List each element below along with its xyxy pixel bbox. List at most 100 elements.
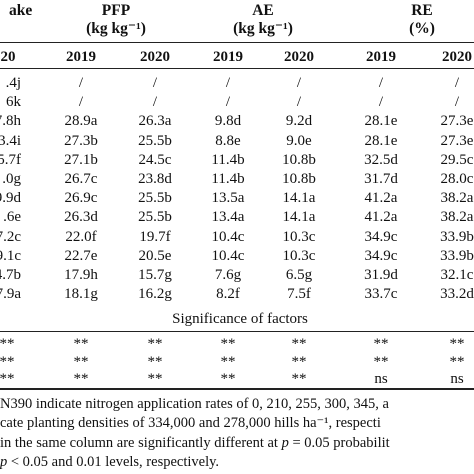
cell-pfp2020: 16.2g bbox=[138, 286, 172, 303]
cell-re2020: 28.0c bbox=[440, 171, 474, 187]
cell-re2020: 33.9b bbox=[440, 247, 474, 264]
cell-pfp2019: / bbox=[78, 75, 84, 91]
cell-pfp2020: / bbox=[152, 94, 158, 111]
cell-uptake: 3.4i bbox=[0, 132, 21, 149]
cell-ae2019: 10.4c bbox=[211, 228, 245, 245]
sig-cell-re2019: ** bbox=[373, 336, 389, 352]
cell-uptake: .6e bbox=[3, 209, 21, 226]
col0-header-label: ake bbox=[9, 2, 33, 19]
year-re-2020: 2020 bbox=[442, 49, 472, 65]
re-header-label: RE bbox=[411, 2, 433, 19]
sig-cell-re2020: ns bbox=[450, 371, 464, 387]
cell-pfp2019: 17.9h bbox=[64, 267, 98, 283]
cell-ae2019: 11.4b bbox=[211, 151, 245, 168]
cell-ae2019: 9.8d bbox=[214, 113, 242, 130]
cell-re2019: 34.9c bbox=[364, 228, 398, 245]
cell-ae2020: 6.5g bbox=[285, 267, 313, 283]
cell-re2019: / bbox=[378, 94, 384, 111]
cell-pfp2020: 19.7f bbox=[139, 228, 171, 245]
cell-uptake: .4j bbox=[5, 75, 21, 91]
cell-re2019: 33.7c bbox=[364, 286, 398, 303]
sig-cell-c0: ** bbox=[0, 371, 15, 387]
cell-ae2019: 8.2f bbox=[216, 286, 240, 303]
cell-pfp2019: 22.7e bbox=[64, 247, 98, 264]
cell-re2020: 27.3e bbox=[440, 132, 474, 149]
cell-uptake: 7.8h bbox=[0, 113, 21, 130]
sig-cell-ae2019: ** bbox=[220, 336, 236, 352]
sig-cell-re2020: ** bbox=[449, 336, 465, 352]
subheader-divider bbox=[0, 68, 474, 69]
cell-pfp2019: 22.0f bbox=[65, 228, 97, 245]
sig-cell-re2019: ns bbox=[374, 371, 388, 387]
cell-pfp2020: 25.5b bbox=[138, 209, 172, 226]
cell-pfp2020: 25.5b bbox=[138, 132, 172, 149]
significance-divider bbox=[0, 331, 474, 332]
cell-ae2019: 11.4b bbox=[211, 171, 245, 187]
cell-ae2019: 13.4a bbox=[211, 209, 245, 226]
cell-pfp2019: 18.1g bbox=[64, 286, 98, 303]
sig-cell-ae2020: ** bbox=[291, 371, 307, 387]
footnote-2: cate planting densities of 334,000 and 2… bbox=[0, 415, 381, 431]
cell-ae2020: / bbox=[296, 94, 302, 111]
cell-ae2019: 10.4c bbox=[211, 247, 245, 264]
cell-re2019: 41.2a bbox=[364, 190, 398, 207]
ae-header-label: AE bbox=[252, 2, 274, 19]
significance-title: Significance of factors bbox=[172, 311, 308, 327]
cell-ae2019: / bbox=[225, 75, 231, 91]
cell-uptake: 7.2c bbox=[0, 228, 21, 245]
sig-cell-pfp2020: ** bbox=[147, 353, 163, 370]
footnote-4: p < 0.05 and 0.01 levels, respectively. bbox=[0, 454, 220, 470]
cell-pfp2019: 26.3d bbox=[64, 209, 98, 226]
cell-pfp2019: / bbox=[78, 94, 84, 111]
cell-ae2020: 10.3c bbox=[282, 228, 316, 245]
cell-re2019: 28.1e bbox=[364, 113, 398, 130]
cell-ae2020: 14.1a bbox=[282, 209, 316, 226]
cell-ae2020: 9.2d bbox=[285, 113, 313, 130]
cell-re2020: 32.1c bbox=[440, 267, 474, 283]
year-pfp-2019: 2019 bbox=[66, 49, 96, 65]
cell-re2019: 28.1e bbox=[364, 132, 398, 149]
cell-pfp2020: 20.5e bbox=[138, 247, 172, 264]
cell-pfp2020: 26.3a bbox=[138, 113, 172, 130]
sig-cell-pfp2019: ** bbox=[73, 371, 89, 387]
cell-ae2020: 10.3c bbox=[282, 247, 316, 264]
cell-ae2020: 10.8b bbox=[282, 171, 316, 187]
cell-re2019: 32.5d bbox=[364, 151, 398, 168]
cell-pfp2019: 26.7c bbox=[64, 171, 98, 187]
year-re-2019: 2019 bbox=[366, 49, 396, 65]
cell-re2019: 41.2a bbox=[364, 209, 398, 226]
cell-pfp2019: 26.9c bbox=[64, 190, 98, 207]
cell-ae2020: / bbox=[296, 75, 302, 91]
sig-cell-ae2019: ** bbox=[220, 371, 236, 387]
cell-re2019: 34.9c bbox=[364, 247, 398, 264]
cell-ae2020: 9.0e bbox=[286, 132, 312, 149]
cell-pfp2020: / bbox=[152, 75, 158, 91]
re-header-unit: (%) bbox=[409, 20, 435, 37]
cell-ae2019: 7.6g bbox=[214, 267, 242, 283]
pfp-header-unit: (kg kg⁻¹) bbox=[86, 20, 146, 37]
cell-pfp2019: 27.3b bbox=[64, 132, 98, 149]
cell-ae2020: 14.1a bbox=[282, 190, 316, 207]
footnote-1: N390 indicate nitrogen application rates… bbox=[0, 396, 389, 412]
sig-cell-ae2020: ** bbox=[291, 353, 307, 370]
cell-re2020: 33.9b bbox=[440, 228, 474, 245]
ae-header-unit: (kg kg⁻¹) bbox=[233, 20, 293, 37]
cell-re2019: / bbox=[378, 75, 384, 91]
sig-cell-pfp2019: ** bbox=[73, 353, 89, 370]
cell-uptake: .0g bbox=[2, 171, 21, 187]
cell-uptake: 5.7f bbox=[0, 151, 21, 168]
cell-uptake: 7.9a bbox=[0, 286, 21, 303]
cell-ae2019: 8.8e bbox=[215, 132, 241, 149]
cell-uptake: 9.1c bbox=[0, 247, 21, 264]
table-bottom-rule bbox=[0, 388, 474, 390]
sig-cell-pfp2020: ** bbox=[147, 336, 163, 352]
year-ae-2019: 2019 bbox=[213, 49, 243, 65]
cell-re2020: / bbox=[454, 94, 460, 111]
cell-ae2020: 10.8b bbox=[282, 151, 316, 168]
sig-cell-c0: ** bbox=[0, 353, 15, 370]
footnote-3: in the same column are significantly dif… bbox=[0, 435, 390, 451]
sig-cell-pfp2019: ** bbox=[73, 336, 89, 352]
cell-re2019: 31.7d bbox=[364, 171, 398, 187]
cell-ae2019: 13.5a bbox=[211, 190, 245, 207]
cell-ae2020: 7.5f bbox=[287, 286, 311, 303]
